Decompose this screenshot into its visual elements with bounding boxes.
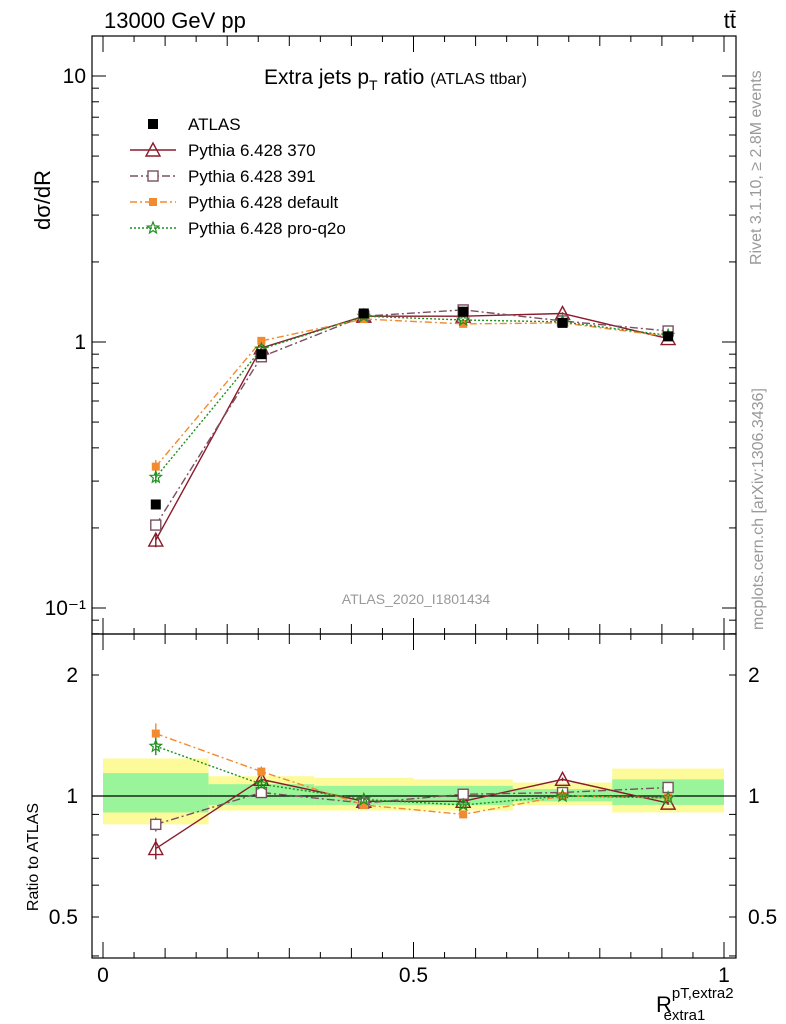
point-pythia-6-428-default <box>151 462 160 471</box>
y-axis-label-main: dσ/dR <box>30 170 55 230</box>
ratio-point-pythia-6-428-391 <box>150 818 162 831</box>
header-process: tt̄ <box>724 8 736 33</box>
series-line-pythia-6-428-370 <box>155 312 669 541</box>
ratio-line-pythia-6-428-pro-q2o <box>155 745 669 806</box>
y-tick-label-main: 10⁻¹ <box>45 597 86 620</box>
ratio-panel: 0.5 0.5 1 1 2 2 0 0.5 1 <box>49 633 777 987</box>
y-tick-label-ratio-right: 2 <box>748 664 760 687</box>
y-tick-label-ratio: 0.5 <box>49 906 78 929</box>
point-atlas <box>557 317 568 328</box>
point-atlas <box>256 349 267 360</box>
ratio-point-pythia-6-428-default <box>257 767 266 776</box>
ratio-point-pythia-6-428-pro-q2o <box>660 790 676 804</box>
uncertainty-band-inner <box>103 773 209 813</box>
ratio-point-pythia-6-428-370 <box>147 840 164 856</box>
legend-label: Pythia 6.428 pro-q2o <box>188 219 346 238</box>
point-pythia-6-428-370 <box>147 531 164 547</box>
ratio-point-pythia-6-428-pro-q2o <box>455 797 471 812</box>
header-energy: 13000 GeV pp <box>104 8 246 33</box>
legend-marker <box>144 141 162 157</box>
x-axis-label: RpT,extra2 extra1 <box>656 985 734 1024</box>
ratio-line-pythia-6-428-370 <box>155 778 669 850</box>
y-axis-label-ratio: Ratio to ATLAS <box>25 803 42 911</box>
mcplots-label: mcplots.cern.ch [arXiv:1306.3436] <box>750 388 767 630</box>
y-tick-label-main: 1 <box>74 331 86 354</box>
legend-label: ATLAS <box>188 115 241 134</box>
legend-marker <box>149 198 157 206</box>
point-atlas <box>458 306 469 317</box>
series-line-pythia-6-428-391 <box>155 309 669 526</box>
legend: ATLAS Pythia 6.428 370 Pythia 6.428 391 Pyt… <box>130 115 346 238</box>
legend-label: Pythia 6.428 default <box>188 193 339 212</box>
ratio-point-pythia-6-428-370 <box>554 770 571 787</box>
y-tick-label-ratio-right: 1 <box>748 785 760 808</box>
point-pythia-6-428-391 <box>150 519 162 531</box>
y-tick-label-ratio: 1 <box>66 785 78 808</box>
ratio-line-pythia-6-428-391 <box>155 786 669 826</box>
main-panel: 10⁻¹ 1 10 <box>45 35 737 635</box>
analysis-label: ATLAS_2020_I1801434 <box>342 591 491 607</box>
ratio-point-pythia-6-428-pro-q2o <box>254 776 269 791</box>
y-tick-label-main: 10 <box>63 65 86 88</box>
legend-label: Pythia 6.428 370 <box>188 141 316 160</box>
y-tick-label-ratio: 2 <box>66 664 78 687</box>
x-tick-label: 0 <box>97 964 109 987</box>
ratio-point-pythia-6-428-default <box>151 729 160 738</box>
point-pythia-6-428-default <box>257 336 266 345</box>
legend-label: Pythia 6.428 391 <box>188 167 316 186</box>
point-atlas <box>150 499 161 510</box>
ratio-point-pythia-6-428-pro-q2o <box>148 738 164 753</box>
x-tick-label: 0.5 <box>399 964 428 987</box>
series-line-pythia-6-428-default <box>155 318 669 468</box>
ratio-point-pythia-6-428-pro-q2o <box>356 791 372 806</box>
y-tick-label-ratio-right: 0.5 <box>748 906 777 929</box>
chart-title: Extra jets pT ratio (ATLAS ttbar) <box>264 66 527 93</box>
point-pythia-6-428-pro-q2o <box>455 312 471 327</box>
legend-marker <box>145 220 161 235</box>
point-pythia-6-428-pro-q2o <box>148 469 164 484</box>
ratio-point-pythia-6-428-default <box>359 800 368 809</box>
point-atlas <box>663 331 674 342</box>
legend-marker <box>148 119 158 129</box>
legend-marker <box>147 170 159 182</box>
x-tick-label: 1 <box>718 964 730 987</box>
ratio-point-pythia-6-428-pro-q2o <box>555 788 570 803</box>
point-atlas <box>358 308 369 319</box>
point-pythia-6-428-default <box>459 319 468 328</box>
ratio-point-pythia-6-428-default <box>459 810 468 819</box>
rivet-version-label: Rivet 3.1.10, ≥ 2.8M events <box>748 70 765 265</box>
